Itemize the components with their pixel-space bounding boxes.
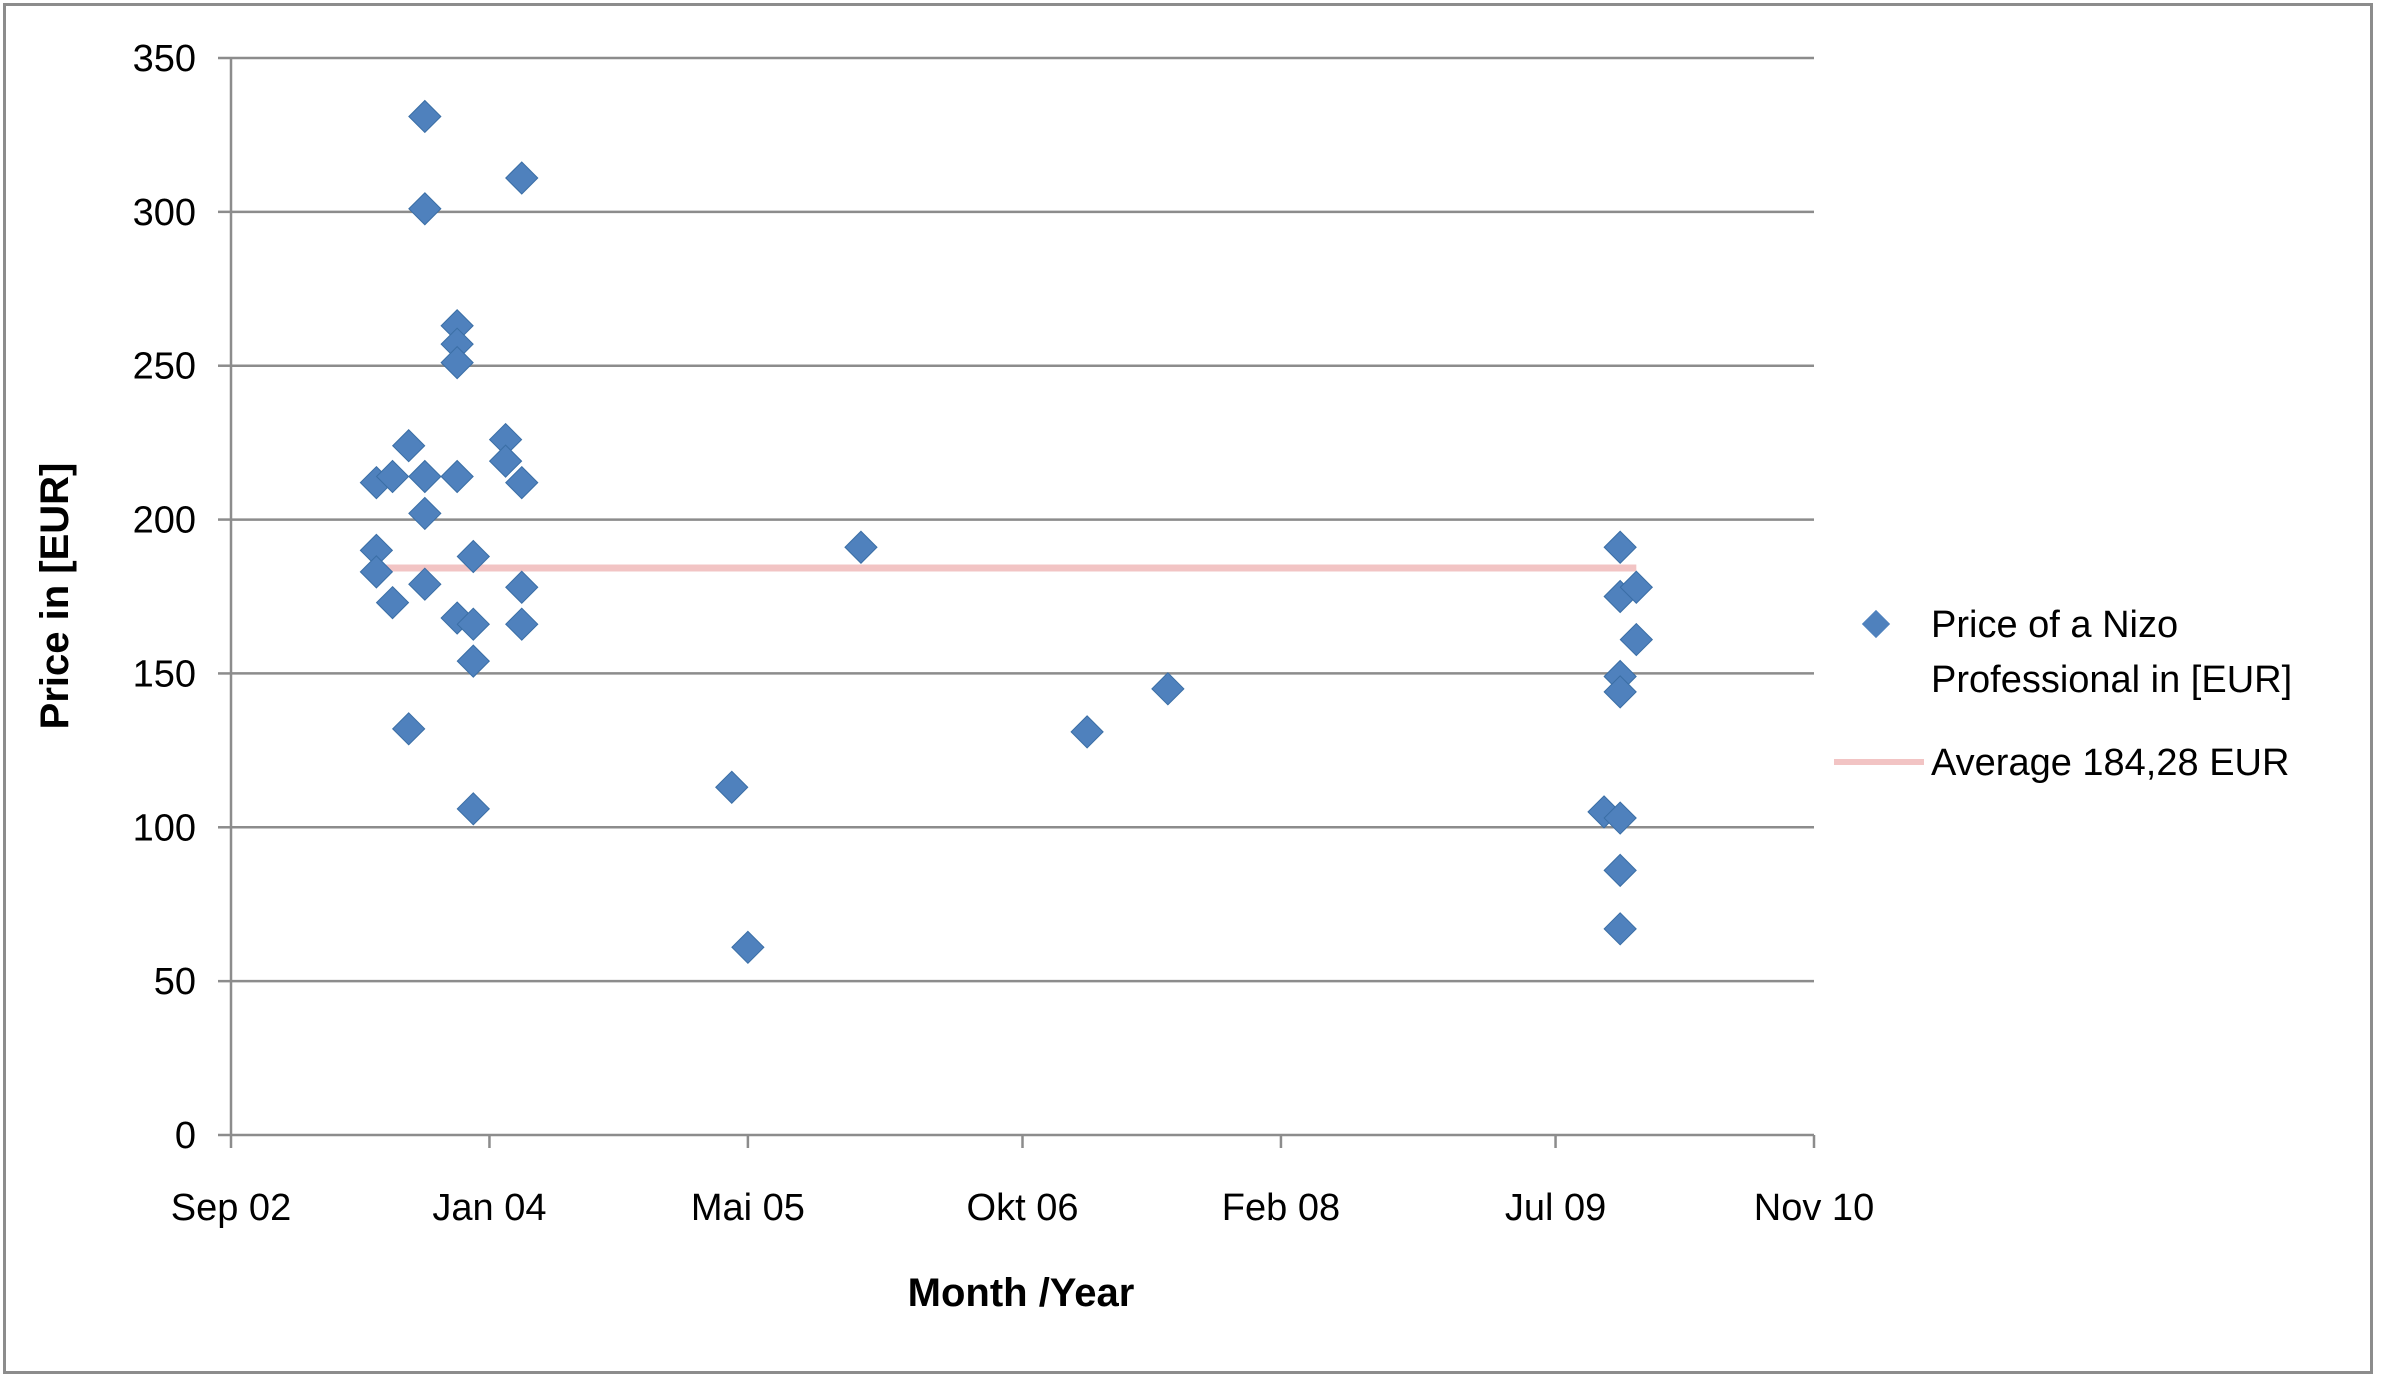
x-tick-label-0: Sep 02 xyxy=(171,1187,291,1229)
data-point-11 xyxy=(408,567,442,601)
data-point-33 xyxy=(1603,530,1637,564)
legend-label-price-line-2: Professional in [EUR] xyxy=(1931,659,2292,701)
data-point-31 xyxy=(1151,672,1185,706)
data-point-3 xyxy=(375,459,410,494)
data-point-5 xyxy=(391,429,426,463)
y-tick-label-350: 350 xyxy=(133,38,196,80)
data-point-25 xyxy=(505,570,539,604)
data-point-27 xyxy=(715,770,749,804)
data-point-26 xyxy=(505,607,539,641)
y-tick-label-100: 100 xyxy=(133,807,196,849)
y-tick-label-300: 300 xyxy=(133,192,196,234)
data-point-10 xyxy=(408,496,442,531)
x-axis-title: Month /Year xyxy=(908,1271,1135,1315)
data-point-8 xyxy=(408,192,442,226)
y-tick-label-200: 200 xyxy=(133,500,196,542)
x-tick-label-5: Jul 09 xyxy=(1505,1187,1606,1229)
data-point-36 xyxy=(1603,675,1637,709)
data-point-24 xyxy=(505,465,539,500)
data-point-2 xyxy=(359,555,394,589)
data-point-23 xyxy=(505,161,539,195)
x-tick-label-2: Mai 05 xyxy=(691,1187,805,1229)
legend-label-price-line-1: Price of a Nizo xyxy=(1931,604,2178,646)
data-point-20 xyxy=(456,792,491,826)
y-axis-title: Price in [EUR] xyxy=(33,463,77,730)
data-point-16 xyxy=(440,601,474,635)
grid-lines xyxy=(231,56,1814,983)
data-point-38 xyxy=(1603,853,1637,888)
legend-label-average: Average 184,28 EUR xyxy=(1931,742,2289,784)
data-point-37 xyxy=(1603,801,1637,835)
y-tick-label-50: 50 xyxy=(154,961,196,1003)
chart-frame: 0 50 100 150 200 250 300 350 Sep 02 Jan 04 Mai 05 O… xyxy=(3,3,2373,1374)
x-tick-label-1: Jan 04 xyxy=(432,1187,546,1229)
legend-item-average: Average 184,28 EUR xyxy=(1834,742,2289,784)
data-point-22 xyxy=(488,444,523,478)
legend-label-price: Price of a Nizo Professional in [EUR] xyxy=(1931,604,2292,701)
data-point-17 xyxy=(456,539,491,574)
scatter-chart: 0 50 100 150 200 250 300 350 Sep 02 Jan 04 Mai 05 O… xyxy=(33,38,2292,1315)
y-tick-label-250: 250 xyxy=(133,346,196,388)
data-point-41 xyxy=(1619,622,1654,657)
data-point-29 xyxy=(844,530,878,564)
legend-marker-diamond xyxy=(1861,609,1891,639)
y-tick-label-150: 150 xyxy=(133,653,196,695)
data-point-14 xyxy=(440,345,474,380)
legend: Price of a Nizo Professional in [EUR] Av… xyxy=(1834,604,2292,784)
data-point-6 xyxy=(391,712,426,746)
data-point-18 xyxy=(456,607,491,641)
y-tick-label-0: 0 xyxy=(175,1115,196,1157)
data-point-9 xyxy=(408,459,442,494)
data-point-30 xyxy=(1070,715,1104,749)
data-point-7 xyxy=(408,99,442,134)
data-point-15 xyxy=(440,459,474,494)
x-tick-label-3: Okt 06 xyxy=(967,1187,1079,1229)
x-tick-label-6: Nov 10 xyxy=(1754,1187,1874,1229)
data-points xyxy=(359,99,1654,965)
axes: 0 50 100 150 200 250 300 350 Sep 02 Jan 04 Mai 05 O… xyxy=(133,38,1875,1229)
x-tick-label-4: Feb 08 xyxy=(1222,1187,1340,1229)
data-point-40 xyxy=(1619,570,1654,604)
data-point-19 xyxy=(456,644,491,678)
data-point-28 xyxy=(731,930,765,965)
legend-item-price: Price of a Nizo Professional in [EUR] xyxy=(1861,604,2292,701)
data-point-4 xyxy=(375,585,410,620)
data-point-39 xyxy=(1603,912,1637,946)
